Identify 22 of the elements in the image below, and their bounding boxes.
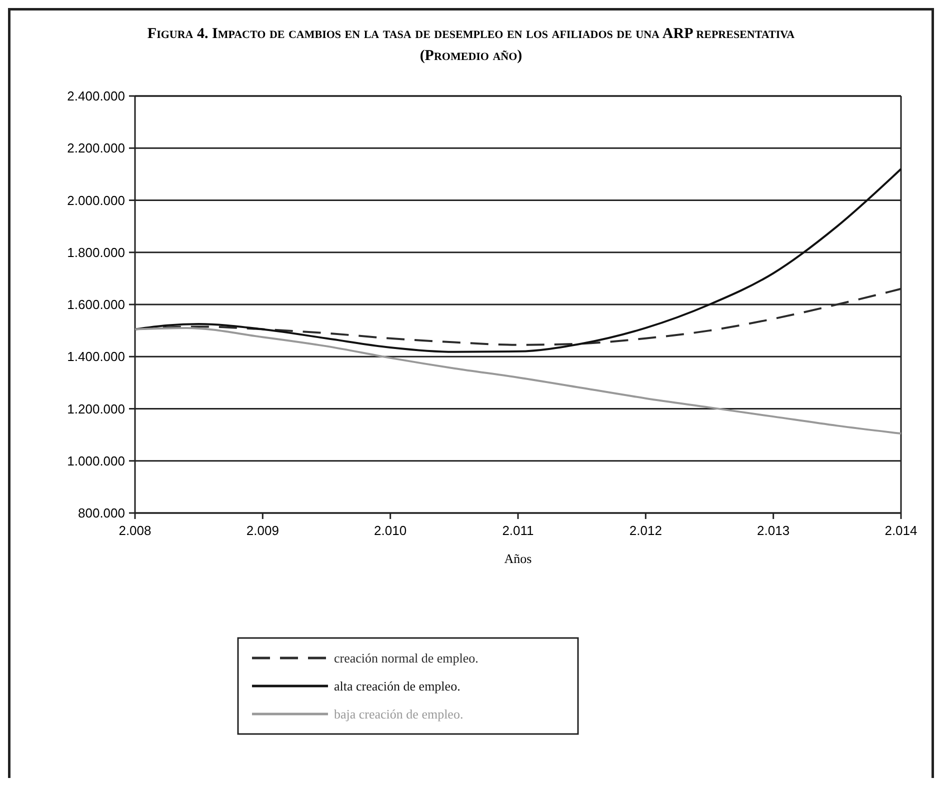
x-tick-label: 2.013 (757, 523, 790, 538)
text: baja creación de empleo. (334, 706, 464, 722)
x-axis-title: Años (504, 551, 532, 566)
y-tick-label: 2.400.000 (67, 88, 125, 104)
chart-title: Figura 4. Impacto de cambios en la tasa de desempleo en los afiliados de una ARP representativa (147, 26, 795, 42)
y-tick-label: 1.600.000 (67, 297, 125, 312)
x-tick-label: 2.012 (629, 523, 662, 538)
y-tick-label: 1.400.000 (67, 349, 125, 364)
x-tick-label: 2.010 (374, 523, 407, 538)
y-tick-label: 2.000.000 (67, 192, 125, 208)
x-tick-label: 2.008 (118, 523, 152, 538)
chart-subtitle: (Promedio año) (420, 48, 522, 64)
x-tick-label: 2.009 (246, 523, 279, 538)
x-tick-label: 2.014 (884, 523, 918, 538)
text: alta creación de empleo. (334, 678, 460, 694)
y-tick-label: 1.200.000 (67, 401, 125, 416)
y-tick-label: 1.800.000 (67, 244, 125, 260)
text: creación normal de empleo. (334, 650, 478, 666)
y-tick-label: 1.000.000 (67, 453, 125, 468)
y-tick-label: 2.200.000 (67, 140, 125, 156)
x-tick-label: 2.011 (502, 523, 534, 538)
y-tick-label: 800.000 (78, 506, 125, 521)
